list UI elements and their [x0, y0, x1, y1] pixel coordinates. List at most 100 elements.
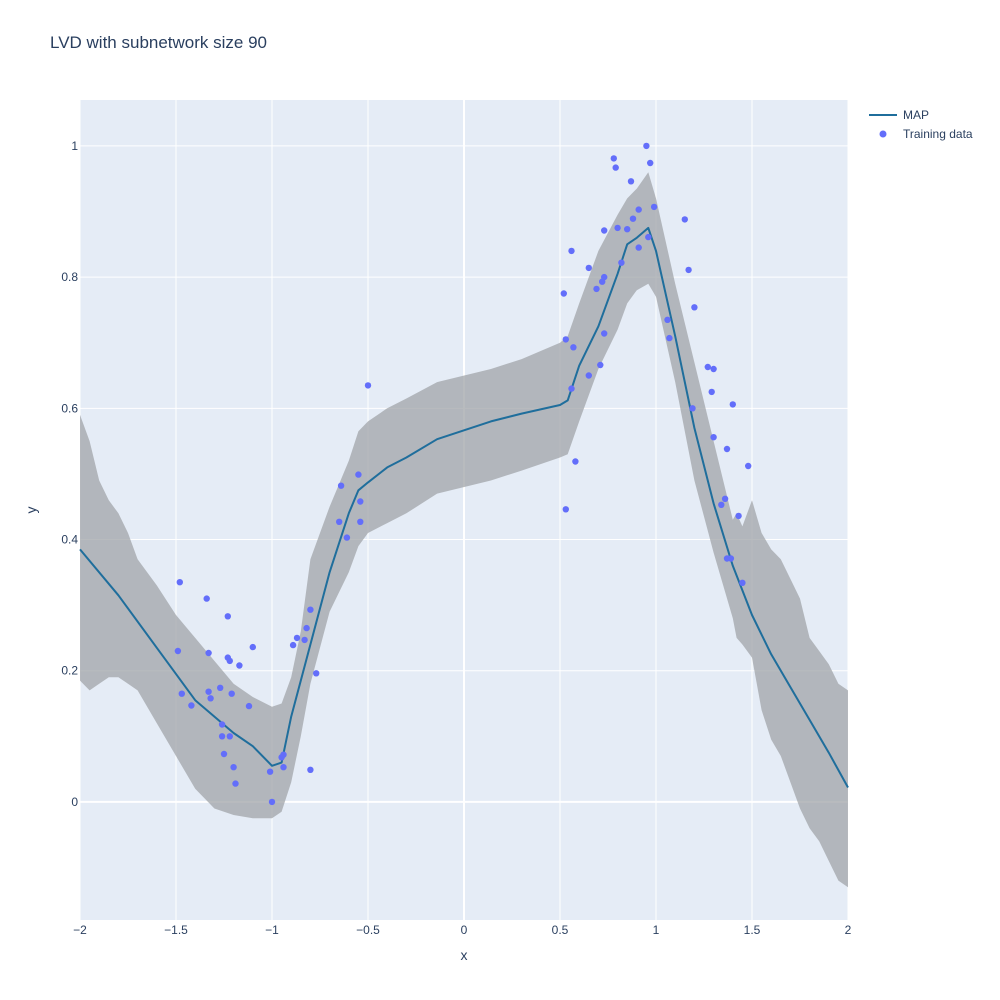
- training-data-point: [249, 643, 256, 651]
- training-data-point: [218, 733, 226, 740]
- x-tick-label: 1.5: [744, 923, 761, 937]
- training-data-point: [650, 203, 658, 211]
- training-data-point: [685, 266, 692, 274]
- x-tick-label: 0: [461, 923, 468, 937]
- y-tick-label: 0.8: [61, 270, 78, 284]
- training-data-point: [336, 518, 343, 525]
- training-data-point: [562, 506, 569, 513]
- training-data-point: [280, 764, 287, 771]
- training-data-point: [217, 684, 224, 691]
- x-tick-label: 1: [653, 923, 660, 937]
- training-data-point: [174, 647, 182, 655]
- training-data-point: [245, 702, 253, 710]
- training-data-point: [224, 613, 231, 620]
- legend[interactable]: MAP Training data: [869, 108, 973, 141]
- training-data-point: [745, 462, 752, 470]
- chart-title: LVD with subnetwork size 90: [50, 33, 268, 52]
- training-data-point: [343, 534, 351, 541]
- x-tick-label: 0.5: [552, 923, 569, 937]
- training-data-point: [307, 606, 314, 613]
- training-data-point: [645, 233, 652, 241]
- training-data-point: [601, 273, 608, 281]
- training-data-point: [647, 159, 654, 167]
- training-data-point: [614, 224, 621, 232]
- training-data-point: [364, 382, 372, 389]
- training-data-point: [207, 695, 214, 702]
- training-data-point: [289, 641, 297, 649]
- legend-item-training-data[interactable]: Training data: [879, 127, 973, 141]
- training-data-point: [666, 334, 673, 342]
- training-data-point: [710, 365, 717, 373]
- training-data-point: [280, 751, 287, 758]
- x-tick-label: −2: [73, 923, 87, 937]
- training-data-point: [301, 636, 308, 644]
- training-data-point: [610, 155, 617, 162]
- legend-dot-swatch: [879, 130, 887, 138]
- training-data-point: [303, 624, 310, 632]
- legend-label-map: MAP: [903, 108, 929, 122]
- legend-item-map[interactable]: MAP: [869, 108, 929, 122]
- training-data-point: [627, 178, 635, 185]
- x-tick-label: −1: [265, 923, 279, 937]
- legend-label-training-data: Training data: [903, 127, 973, 141]
- training-data-point: [226, 657, 233, 665]
- training-data-point: [585, 264, 592, 272]
- training-data-point: [568, 247, 575, 255]
- training-data-point: [629, 215, 637, 222]
- x-axis-ticks: −2 −1.5 −1 −0.5 0 0.5 1 1.5 2: [73, 923, 852, 937]
- uncertainty-band-area: [80, 172, 848, 888]
- training-data-point: [357, 518, 364, 525]
- training-data-point: [689, 405, 696, 412]
- training-data-point: [635, 244, 642, 251]
- training-data-point: [624, 226, 631, 233]
- training-data-point: [710, 434, 717, 441]
- training-data-point: [188, 702, 195, 709]
- training-data-point: [691, 304, 698, 311]
- training-data-point: [205, 688, 212, 695]
- training-data-point: [721, 495, 729, 502]
- training-data-point: [307, 766, 314, 773]
- training-data-point: [664, 316, 671, 323]
- training-data-point: [562, 336, 569, 343]
- training-data-point: [729, 401, 736, 408]
- training-data-point: [723, 445, 731, 453]
- y-axis-ticks: 0 0.2 0.4 0.6 0.8 1: [61, 139, 78, 809]
- y-tick-label: 0.2: [61, 664, 78, 678]
- training-data-point: [226, 733, 233, 740]
- training-data-point: [313, 670, 320, 677]
- training-data-point: [568, 385, 575, 392]
- x-tick-label: 2: [845, 923, 852, 937]
- training-data-point: [601, 330, 608, 337]
- x-tick-label: −1.5: [164, 923, 188, 937]
- training-data-point: [268, 798, 276, 806]
- training-data-point: [570, 344, 577, 351]
- training-data-point: [203, 595, 210, 602]
- training-data-point: [220, 750, 228, 758]
- training-data-point: [704, 363, 711, 371]
- training-data-point: [585, 372, 592, 379]
- training-data-point: [228, 690, 235, 697]
- training-data-point: [735, 512, 742, 520]
- training-data-point: [178, 690, 185, 697]
- training-data-point: [739, 579, 746, 586]
- training-data-point: [681, 216, 688, 223]
- training-data-point: [597, 361, 604, 369]
- x-tick-label: −0.5: [356, 923, 380, 937]
- training-data-point: [176, 579, 183, 586]
- training-data-point: [236, 662, 243, 669]
- training-data-layer: [174, 142, 752, 806]
- training-data-point: [612, 164, 619, 171]
- training-data-point: [205, 649, 212, 657]
- training-data-point: [230, 764, 237, 771]
- training-data-point: [218, 721, 226, 728]
- training-data-point: [643, 142, 650, 150]
- map-line: [79, 226, 849, 788]
- training-data-point: [718, 501, 725, 508]
- training-data-point: [708, 388, 715, 396]
- y-tick-label: 0: [71, 795, 78, 809]
- training-data-point: [618, 259, 625, 266]
- y-axis-title: y: [23, 507, 39, 514]
- training-data-point: [593, 285, 600, 293]
- map-line-layer: [79, 226, 849, 788]
